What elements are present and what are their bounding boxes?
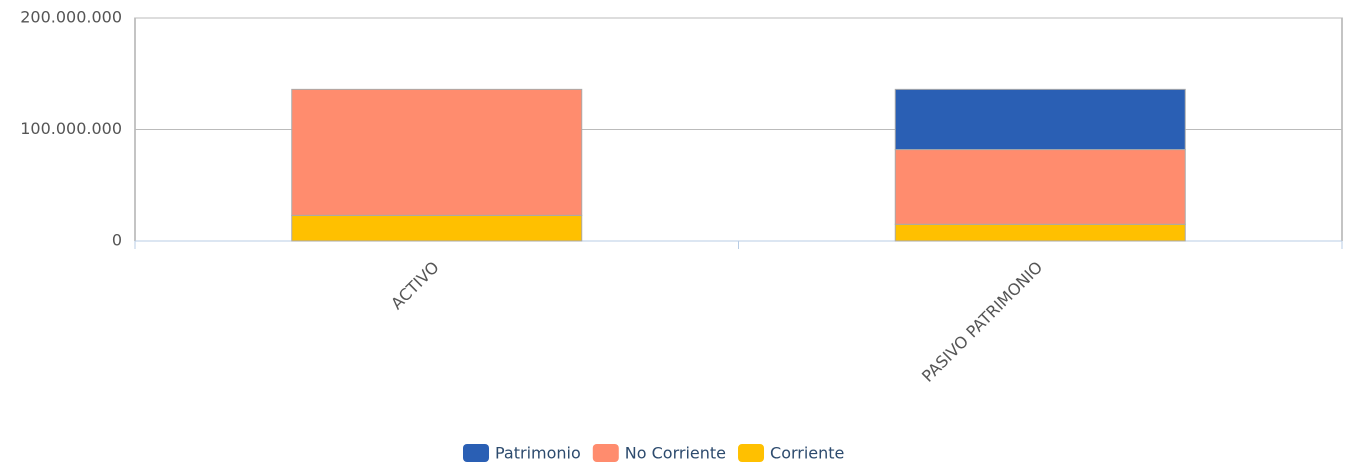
legend-label: No Corriente bbox=[625, 444, 726, 463]
bar-segment bbox=[291, 214, 583, 242]
legend-swatch bbox=[463, 444, 489, 462]
legend-label: Corriente bbox=[770, 444, 844, 463]
y-tick-label: 0 bbox=[112, 231, 122, 250]
bar-segment bbox=[291, 88, 583, 216]
x-tick-label: PASIVO PATRIMONIO bbox=[918, 258, 1046, 386]
y-tick-label: 200.000.000 bbox=[20, 8, 122, 27]
bar-segment bbox=[894, 88, 1186, 151]
y-tick-label: 100.000.000 bbox=[20, 119, 122, 138]
legend-label: Patrimonio bbox=[495, 444, 581, 463]
bar-segment bbox=[894, 223, 1186, 242]
x-tick-label: ACTIVO bbox=[387, 258, 443, 314]
bar-segment bbox=[894, 149, 1186, 225]
legend-swatch bbox=[592, 444, 619, 462]
legend-swatch bbox=[738, 444, 765, 462]
